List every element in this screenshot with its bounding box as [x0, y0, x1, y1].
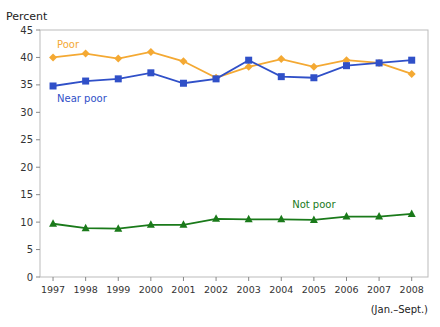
data-point [179, 57, 187, 65]
x-tick-label: 1997 [41, 284, 65, 295]
data-point [147, 48, 155, 56]
x-tick-label: 2005 [302, 284, 326, 295]
series-label: Poor [57, 39, 80, 50]
x-tick-label: 2000 [139, 284, 163, 295]
data-point [49, 53, 57, 61]
data-point [278, 73, 285, 80]
y-tick [36, 249, 40, 250]
data-point [408, 57, 415, 64]
y-axis-label: Percent [6, 10, 48, 23]
x-tick-label: 2003 [237, 284, 261, 295]
x-tick-label: 1998 [74, 284, 98, 295]
data-point [114, 224, 122, 232]
y-tick [36, 167, 40, 168]
data-point [179, 220, 187, 228]
y-tick [36, 194, 40, 195]
y-tick-label: 5 [27, 244, 33, 255]
plot-frame [40, 30, 428, 277]
data-point [50, 82, 57, 89]
series-line [53, 60, 412, 86]
y-tick-label: 10 [20, 217, 33, 228]
y-tick-label: 30 [20, 107, 33, 118]
x-tick [379, 277, 380, 281]
data-point [342, 212, 350, 220]
x-tick [248, 277, 249, 281]
data-point [343, 62, 350, 69]
data-point [376, 59, 383, 66]
x-tick [216, 277, 217, 281]
data-point [82, 78, 89, 85]
data-point [375, 212, 383, 220]
data-point [245, 63, 253, 71]
series-label: Near poor [57, 93, 108, 104]
y-tick [36, 139, 40, 140]
data-point [115, 75, 122, 82]
data-point [310, 63, 318, 71]
x-tick-label: 2007 [367, 284, 391, 295]
x-tick [118, 277, 119, 281]
x-tick [53, 277, 54, 281]
y-tick [36, 222, 40, 223]
x-tick [183, 277, 184, 281]
data-point [212, 214, 220, 222]
data-point [310, 215, 318, 223]
data-point [277, 55, 285, 63]
data-point [82, 50, 90, 58]
series-label: Not poor [292, 199, 336, 210]
data-point [408, 209, 416, 217]
x-tick-label: 2006 [334, 284, 358, 295]
data-point [212, 74, 220, 82]
x-tick [411, 277, 412, 281]
plot-area [49, 48, 416, 232]
y-tick-label: 35 [20, 79, 33, 90]
y-tick [36, 57, 40, 58]
data-point [180, 80, 187, 87]
y-tick [36, 112, 40, 113]
x-tick [281, 277, 282, 281]
series-line [53, 214, 412, 229]
data-point [147, 220, 155, 228]
x-tick-label: 2001 [171, 284, 195, 295]
data-point [49, 219, 57, 227]
y-tick-label: 45 [20, 25, 33, 36]
y-tick-label: 15 [20, 189, 33, 200]
y-tick [36, 277, 40, 278]
data-point [408, 70, 416, 78]
annotation: (Jan.–Sept.) [371, 304, 428, 315]
data-point [147, 69, 154, 76]
x-tick [85, 277, 86, 281]
chart: 0 5 10 15 20 25 30 35 40 45 1997 1998 1999 2000 2001 20… [0, 0, 440, 327]
y-tick-label: 0 [27, 272, 33, 283]
y-tick-label: 25 [20, 134, 33, 145]
x-tick [150, 277, 151, 281]
y-tick [36, 84, 40, 85]
x-tick-label: 2004 [269, 284, 293, 295]
data-point [277, 215, 285, 223]
data-point [82, 224, 90, 232]
x-tick-label: 1999 [106, 284, 130, 295]
data-point [245, 57, 252, 64]
data-point [245, 215, 253, 223]
data-point [114, 55, 122, 63]
x-tick-label: 2002 [204, 284, 228, 295]
data-point [213, 75, 220, 82]
data-point [310, 74, 317, 81]
x-tick [346, 277, 347, 281]
y-tick-label: 20 [20, 162, 33, 173]
x-tick-label: 2008 [400, 284, 424, 295]
data-point [375, 59, 383, 67]
y-tick-label: 40 [20, 52, 33, 63]
x-tick [313, 277, 314, 281]
y-tick [36, 30, 40, 31]
